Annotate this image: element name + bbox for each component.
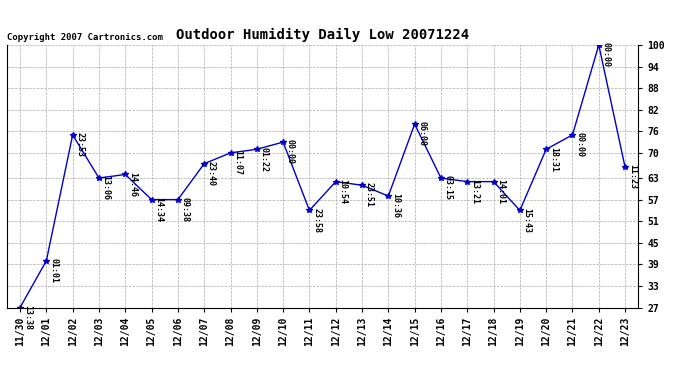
Text: 03:15: 03:15 [444, 175, 453, 200]
Text: 14:01: 14:01 [496, 179, 505, 204]
Text: 13:06: 13:06 [101, 175, 111, 200]
Text: 01:01: 01:01 [49, 258, 58, 283]
Text: 18:31: 18:31 [549, 147, 558, 171]
Text: 00:00: 00:00 [286, 139, 295, 164]
Text: 14:34: 14:34 [155, 197, 164, 222]
Text: 23:51: 23:51 [365, 183, 374, 207]
Text: 13:38: 13:38 [23, 305, 32, 330]
Text: 01:22: 01:22 [259, 147, 268, 171]
Text: 11:07: 11:07 [233, 150, 242, 175]
Text: 06:00: 06:00 [417, 122, 426, 146]
Text: 14:46: 14:46 [128, 172, 137, 196]
Text: 13:21: 13:21 [470, 179, 479, 204]
Text: Copyright 2007 Cartronics.com: Copyright 2007 Cartronics.com [7, 33, 163, 42]
Text: 11:23: 11:23 [628, 165, 637, 189]
Text: 15:43: 15:43 [522, 208, 532, 232]
Text: 00:00: 00:00 [602, 42, 611, 67]
Text: 23:53: 23:53 [75, 132, 84, 157]
Text: 23:40: 23:40 [207, 161, 216, 186]
Text: 00:00: 00:00 [575, 132, 584, 157]
Text: 10:36: 10:36 [391, 193, 400, 218]
Text: 09:38: 09:38 [181, 197, 190, 222]
Text: 10:54: 10:54 [339, 179, 348, 204]
Text: 23:58: 23:58 [312, 208, 322, 232]
Title: Outdoor Humidity Daily Low 20071224: Outdoor Humidity Daily Low 20071224 [176, 28, 469, 42]
